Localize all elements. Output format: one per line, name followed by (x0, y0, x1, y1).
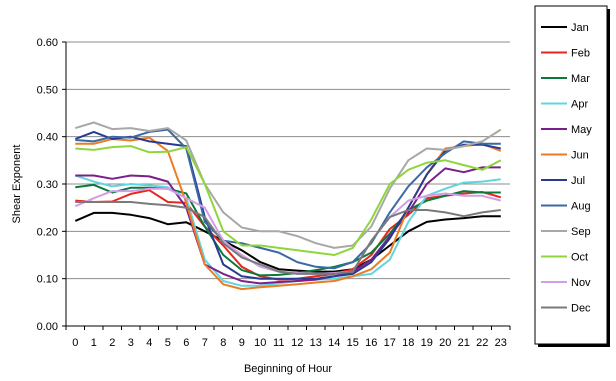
series-line-dec (75, 201, 501, 275)
y-tick-labels: 0.00 0.10 0.20 0.30 0.40 0.50 0.60 (37, 37, 66, 333)
x-tick-label: 14 (328, 337, 340, 349)
legend-label-may: May (571, 124, 592, 136)
x-tick-label: 3 (128, 337, 134, 349)
series-line-may (75, 166, 501, 285)
x-tick-label: 1 (91, 337, 97, 349)
y-tick-label: 0.60 (37, 37, 58, 49)
legend-label-nov: Nov (571, 277, 591, 289)
x-tick-label: 5 (165, 337, 171, 349)
legend-label-jun: Jun (571, 150, 589, 162)
legend-box (534, 5, 608, 345)
series-line-jul (74, 130, 502, 280)
legend-label-oct: Oct (571, 252, 588, 264)
x-tick-label: 11 (273, 337, 284, 349)
x-tick-label: 18 (402, 337, 414, 349)
x-tick-label: 16 (365, 337, 377, 349)
x-tick-label: 17 (384, 337, 396, 349)
y-tick-label: 0.00 (37, 321, 58, 333)
legend-label-feb: Feb (571, 48, 590, 60)
x-tick-label: 7 (202, 337, 208, 349)
x-tick-label: 13 (310, 337, 322, 349)
legend-label-jan: Jan (571, 22, 589, 34)
legend-label-aug: Aug (571, 201, 591, 213)
series-lines (74, 121, 502, 291)
x-tick-label: 2 (109, 337, 115, 349)
legend-label-apr: Apr (571, 99, 588, 111)
x-tick-label: 21 (458, 337, 470, 349)
x-axis-title: Beginning of Hour (244, 363, 332, 375)
x-tick-label: 15 (347, 337, 359, 349)
series-line-sep (75, 121, 502, 249)
series-line-mar (75, 183, 501, 277)
x-tick-labels: 0 1 2 3 4 5 6 7 8 9 10 11 12 13 14 15 16 17 18 19 20 21 22 23 (65, 326, 511, 349)
x-tick-label: 0 (72, 337, 78, 349)
x-tick-label: 22 (476, 337, 488, 349)
legend-label-mar: Mar (571, 73, 590, 85)
y-tick-label: 0.10 (37, 274, 58, 286)
y-tick-label: 0.40 (37, 132, 58, 144)
y-axis-title: Shear Exponent (11, 145, 23, 224)
y-tick-label: 0.20 (37, 226, 58, 238)
x-tick-label: 4 (146, 337, 152, 349)
x-tick-label: 20 (439, 337, 451, 349)
legend-label-sep: Sep (571, 226, 591, 238)
x-tick-label: 23 (495, 337, 507, 349)
legend-label-jul: Jul (571, 175, 585, 187)
series-line-oct (75, 145, 502, 256)
x-tick-label: 9 (239, 337, 245, 349)
series-line-aug (75, 128, 501, 270)
x-tick-label: 8 (220, 337, 226, 349)
series-line-jan (74, 211, 501, 273)
x-tick-label: 12 (291, 337, 303, 349)
y-tick-label: 0.50 (37, 84, 58, 96)
x-tick-label: 6 (183, 337, 189, 349)
x-tick-label: 19 (421, 337, 433, 349)
x-tick-label: 10 (254, 337, 266, 349)
legend: Jan Feb Mar Apr May Jun Jul Aug Sep Oct Nov Dec (534, 5, 610, 347)
legend-label-dec: Dec (571, 303, 591, 315)
y-tick-label: 0.30 (37, 179, 58, 191)
